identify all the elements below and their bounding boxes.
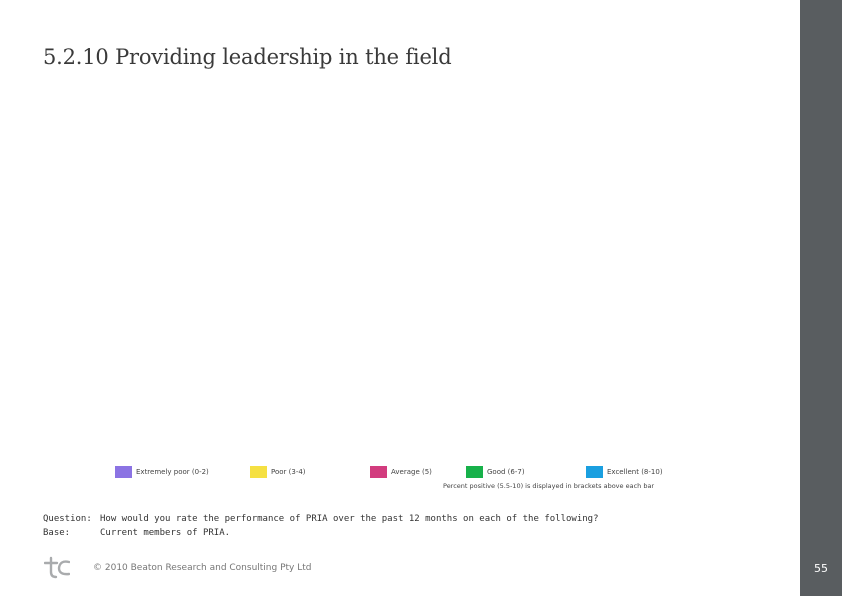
legend-label-good: Good (6-7) (487, 468, 525, 476)
base-text: Current members of PRIA. (100, 528, 231, 538)
legend-label-extremely-poor: Extremely poor (0-2) (136, 468, 209, 476)
question-label: Question: (43, 514, 92, 524)
base-row: Base: Current members of PRIA. (43, 528, 230, 538)
legend-item-excellent: Excellent (8-10) (586, 465, 663, 479)
page-number: 55 (814, 562, 828, 575)
legend-item-good: Good (6-7) (466, 465, 525, 479)
question-row: Question: How would you rate the performa… (43, 514, 599, 524)
question-text: How would you rate the performance of PR… (100, 514, 599, 524)
legend-swatch-excellent (586, 466, 603, 478)
base-label: Base: (43, 528, 71, 538)
legend-label-poor: Poor (3-4) (271, 468, 306, 476)
legend-label-average: Average (5) (391, 468, 432, 476)
legend-swatch-average (370, 466, 387, 478)
page-title: 5.2.10 Providing leadership in the field (43, 45, 452, 69)
legend-swatch-extremely-poor (115, 466, 132, 478)
legend-item-extremely-poor: Extremely poor (0-2) (115, 465, 209, 479)
copyright-text: © 2010 Beaton Research and Consulting Pt… (93, 563, 312, 573)
side-bar (800, 0, 842, 596)
legend-item-poor: Poor (3-4) (250, 465, 306, 479)
legend-swatch-good (466, 466, 483, 478)
legend-label-excellent: Excellent (8-10) (607, 468, 663, 476)
legend-swatch-poor (250, 466, 267, 478)
legend-item-average: Average (5) (370, 465, 432, 479)
company-logo-icon (44, 556, 70, 579)
legend-note: Percent positive (5.5-10) is displayed i… (443, 482, 655, 490)
